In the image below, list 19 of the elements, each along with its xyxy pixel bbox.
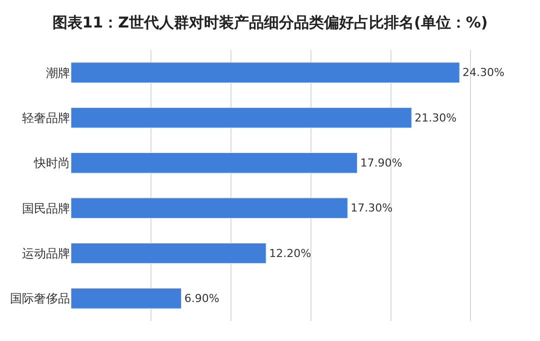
- bar: [71, 242, 266, 264]
- bar: [71, 198, 348, 218]
- y-tick-label: 运动品牌: [22, 246, 70, 260]
- data-label: 6.90%: [184, 292, 220, 305]
- bar: [71, 62, 460, 83]
- data-label: 21.30%: [414, 111, 457, 124]
- data-label: 17.30%: [350, 202, 393, 215]
- data-label: 24.30%: [462, 66, 505, 80]
- y-tick-label: 国际奢侈品: [10, 292, 70, 306]
- y-tick-label: 国民品牌: [22, 201, 70, 216]
- bar: [71, 107, 412, 128]
- y-tick-label: 潮牌: [46, 66, 70, 80]
- bar: [71, 288, 182, 309]
- data-label: 17.90%: [360, 156, 402, 170]
- y-tick-label: 快时尚: [33, 156, 70, 170]
- bar: [71, 152, 358, 174]
- chart-title: 图表11：Z世代人群对时装产品细分品类偏好占比排名(单位：%): [52, 14, 488, 32]
- data-label: 12.20%: [269, 246, 312, 260]
- y-tick-label: 轻奢品牌: [22, 110, 70, 125]
